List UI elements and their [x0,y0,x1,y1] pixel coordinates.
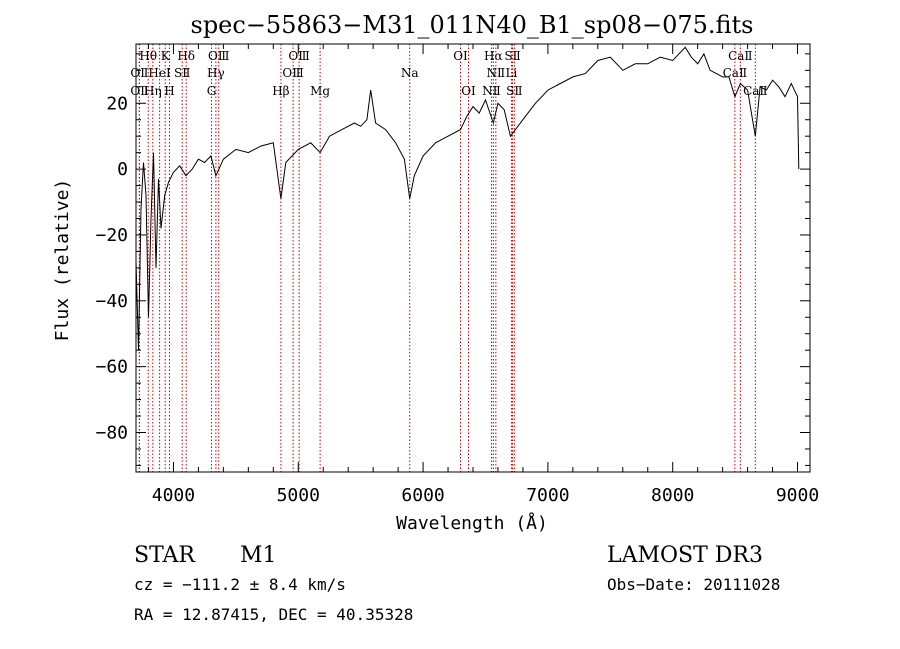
y-tick-label: 0 [117,159,128,180]
line-marker-label-18: OⅠ [461,84,476,98]
sky-coordinates: RA = 12.87415, DEC = 40.35328 [134,605,413,624]
x-axis-label: Wavelength (Å) [396,512,548,534]
x-axis-ticks: 4000 5000 6000 7000 8000 9000 [147,44,819,506]
line-marker-label-2: OⅡ [130,66,148,80]
line-marker-label-13: OⅢ [282,66,303,80]
line-marker-label-6: SⅡ [174,66,190,80]
line-marker-label-9: OⅢ [208,49,229,63]
object-class: STAR [134,543,196,568]
line-marker-label-23: NⅡ [482,84,501,98]
y-tick-label: −40 [95,291,128,312]
spectrum-series-line [135,46,800,351]
chart-title: spec−55863−M31_011N40_B1_sp08−075.fits [191,11,754,39]
line-marker-label-22: Li [506,66,518,80]
y-tick-label: 20 [106,93,128,114]
line-marker-label-20: SⅡ [504,49,520,63]
line-marker-label-0: OⅡ [130,84,148,98]
y-axis-label: Flux (relative) [52,179,73,342]
x-tick-label: 6000 [401,485,444,506]
line-marker-label-21: NⅡ [487,66,506,80]
line-marker-label-7: H [164,84,174,98]
line-marker-label-15: Mg [310,84,330,98]
line-marker-label-27: CaⅡ [743,84,768,98]
y-axis-ticks: −80 −60 −40 −20 0 20 [95,53,810,466]
x-tick-label: 7000 [526,485,569,506]
line-marker-label-12: OⅢ [288,49,309,63]
line-marker-label-16: Na [401,66,419,80]
line-marker-label-1: Hθ [139,49,157,63]
line-marker-label-25: CaⅡ [728,49,753,63]
line-marker-label-14: Hβ [272,84,289,98]
observation-date: Obs−Date: 20111028 [607,575,780,594]
x-tick-label: 4000 [152,485,195,506]
x-tick-label: 5000 [277,485,320,506]
line-marker-label-10: Hγ [207,66,225,80]
y-tick-label: −60 [95,357,128,378]
line-marker-label-5: K [161,49,171,63]
line-marker-label-24: SⅡ [506,84,522,98]
survey-name: LAMOST DR3 [607,543,763,568]
line-marker-label-26: CaⅡ [723,66,748,80]
object-subclass: M1 [240,543,277,568]
y-tick-label: −80 [95,422,128,443]
x-tick-label: 9000 [776,485,819,506]
line-marker-label-8: Hδ [177,49,195,63]
x-tick-label: 8000 [651,485,694,506]
line-marker-label-11: G [207,84,217,98]
line-marker-label-3: HeⅠ [148,66,171,80]
line-marker-label-17: OⅠ [453,49,468,63]
line-marker-label-19: Hα [484,49,503,63]
redshift-velocity: cz = −111.2 ± 8.4 km/s [134,575,346,594]
line-markers [138,44,756,472]
line-marker-label-4: Hη [144,84,162,98]
y-tick-label: −20 [95,225,128,246]
